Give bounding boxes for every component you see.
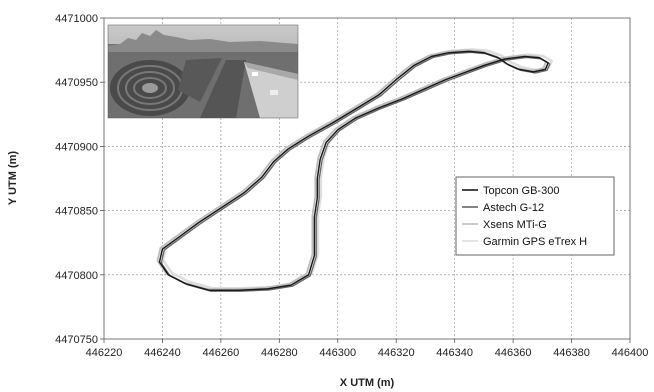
y-axis-title: Y UTM (m) — [7, 151, 19, 206]
y-tick-label: 4470800 — [55, 270, 98, 282]
x-tick-label: 446240 — [144, 347, 181, 359]
x-tick-label: 446280 — [261, 347, 298, 359]
x-tick-label: 446360 — [495, 347, 532, 359]
series-line-topcon-gb-300 — [158, 50, 549, 291]
y-tick-label: 4470750 — [55, 334, 98, 346]
legend-label-garmin: Garmin GPS eTrex H — [483, 236, 587, 248]
x-tick-label: 446340 — [436, 347, 473, 359]
legend-label-xsens: Xsens MTi-G — [483, 219, 547, 231]
x-tick-label: 446220 — [86, 347, 123, 359]
legend-label-astech: Astech G-12 — [483, 202, 544, 214]
x-tick-label: 446320 — [378, 347, 415, 359]
y-tick-label: 4470850 — [55, 206, 98, 218]
y-tick-label: 4470950 — [55, 77, 98, 89]
inset-photo — [107, 24, 299, 119]
x-tick-label: 446380 — [553, 347, 590, 359]
y-tick-label: 4470900 — [55, 141, 98, 153]
ticks: 446220 446240 446260 446280 446300 446320 4463… — [55, 13, 648, 359]
legend-box — [455, 176, 615, 256]
y-tick-label: 4471000 — [55, 13, 98, 25]
x-axis-title: X UTM (m) — [340, 377, 395, 389]
x-tick-label: 446300 — [319, 347, 356, 359]
x-tick-label: 446260 — [203, 347, 240, 359]
x-tick-label: 446400 — [612, 347, 649, 359]
plot-frame — [103, 17, 631, 340]
series-layer — [156, 48, 554, 292]
legend: Topcon GB-300 Astech G-12 Xsens MTi-G Ga… — [455, 176, 615, 256]
legend-label-topcon: Topcon GB-300 — [483, 185, 559, 197]
